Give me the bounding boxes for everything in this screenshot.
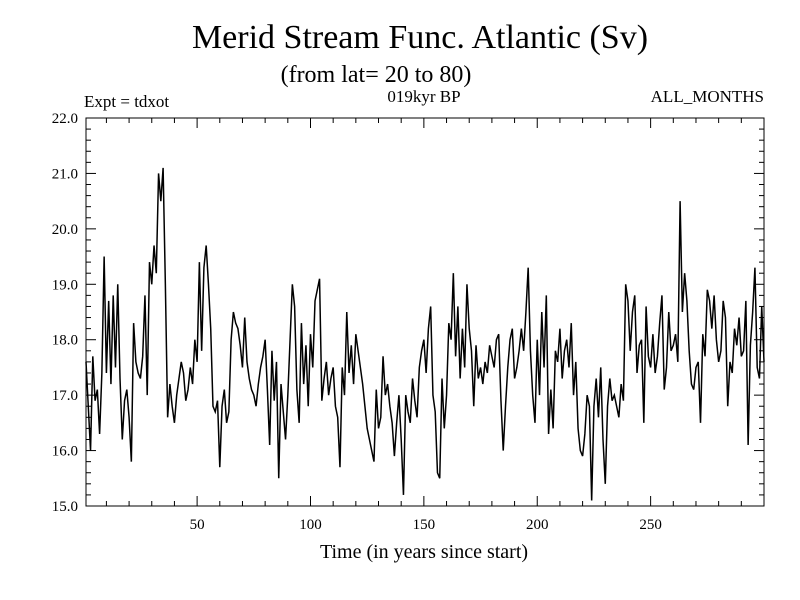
- y-tick-label: 22.0: [52, 111, 78, 127]
- y-tick-label: 18.0: [52, 333, 78, 349]
- chart-subtitle: (from lat= 20 to 80): [281, 62, 472, 88]
- series-group: [85, 167, 765, 501]
- x-tick-label: 50: [190, 517, 205, 533]
- experiment-label: Expt = tdxot: [84, 92, 169, 111]
- y-tick-label: 15.0: [52, 499, 78, 515]
- period-label: 019kyr BP: [387, 87, 460, 106]
- y-tick-label: 19.0: [52, 277, 78, 293]
- y-tick-label: 16.0: [52, 444, 78, 460]
- x-axis-label: Time (in years since start): [320, 541, 528, 563]
- x-tick-label: 150: [413, 517, 436, 533]
- series-line-0: [85, 167, 765, 501]
- x-tick-label: 200: [526, 517, 549, 533]
- y-axis: 15.0 16.0 17.0 18.0 19.0 20.0 21.0 22.0: [52, 111, 764, 515]
- y-tick-label: 17.0: [52, 388, 78, 404]
- y-tick-label: 21.0: [52, 166, 78, 182]
- chart-title: Merid Stream Func. Atlantic (Sv): [192, 19, 648, 56]
- months-label: ALL_MONTHS: [651, 87, 764, 106]
- y-tick-label: 20.0: [52, 222, 78, 238]
- x-tick-label: 250: [639, 517, 662, 533]
- x-tick-label: 100: [299, 517, 322, 533]
- plot-frame: [85, 117, 765, 507]
- x-axis: 50 100 150 200 250: [105, 118, 742, 533]
